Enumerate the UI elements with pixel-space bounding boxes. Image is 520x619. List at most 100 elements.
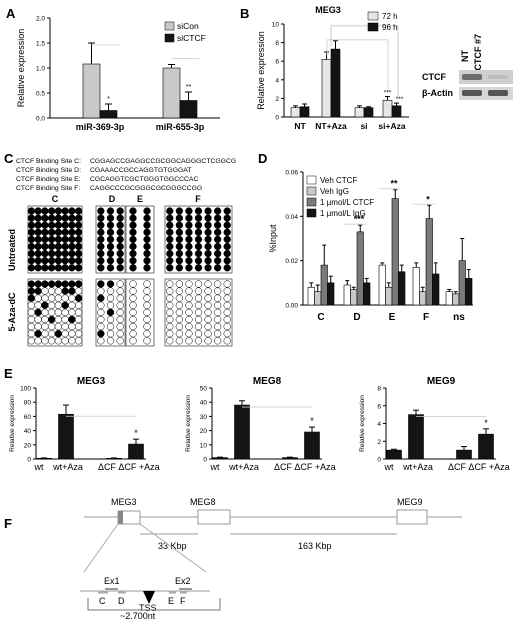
- cpg-methylated: [204, 257, 212, 265]
- cpg-methylated: [223, 235, 231, 244]
- bisulfite-grid: C D E F Untreated 5-Aza-dC: [7, 194, 233, 347]
- cpg-methylated: [194, 214, 203, 222]
- site-e-locus-label: E: [168, 596, 174, 606]
- cpg-methylated: [34, 280, 42, 288]
- cpg-methylated: [106, 228, 115, 236]
- cpg-unmethylated: [54, 294, 63, 302]
- y-tick-label: 10: [200, 442, 208, 449]
- chart-title: MEG8: [253, 376, 282, 387]
- cpg-unmethylated: [61, 330, 69, 338]
- cpg-methylated: [97, 207, 105, 215]
- cpg-unmethylated: [34, 315, 42, 324]
- y-tick-label: 100: [20, 386, 31, 393]
- cpg-methylated: [106, 249, 115, 258]
- cpg-methylated: [54, 330, 63, 338]
- cpg-unmethylated: [194, 337, 203, 345]
- y-tick-label: 6: [275, 59, 279, 66]
- cpg-methylated: [106, 235, 115, 244]
- blot-label-ctcf: CTCF: [422, 72, 446, 82]
- y-tick-label: 0.02: [285, 258, 298, 265]
- cpg-unmethylated: [143, 330, 151, 338]
- cpg-methylated: [61, 249, 69, 258]
- y-tick-label: 40: [24, 428, 32, 435]
- site-f-label: CTCF Binding Site F:: [16, 185, 80, 192]
- cpg-unmethylated: [143, 337, 151, 345]
- cpg-unmethylated: [61, 294, 69, 302]
- lane-label-nt: NT: [460, 50, 470, 62]
- x-tick-label: ΔCF: [448, 462, 467, 472]
- cpg-methylated: [74, 280, 83, 288]
- cpg-unmethylated: [106, 337, 115, 345]
- cpg-methylated: [223, 228, 231, 236]
- cpg-unmethylated: [213, 287, 222, 295]
- cpg-methylated: [61, 301, 69, 309]
- site-c-locus-label: C: [99, 596, 106, 606]
- sig-bracket: [330, 25, 399, 97]
- sig-marker: ***: [354, 214, 365, 224]
- cpg-methylated: [97, 228, 105, 236]
- x-tick-label: ΔCF +Aza: [294, 462, 335, 472]
- x-tick-label: D: [353, 312, 360, 323]
- cpg-unmethylated: [175, 308, 184, 317]
- cpg-methylated: [41, 249, 49, 258]
- cpg-methylated: [61, 235, 69, 244]
- y-tick-label: 60: [24, 414, 32, 421]
- cpg-methylated: [129, 235, 137, 244]
- cpg-unmethylated: [166, 280, 174, 288]
- cpg-unmethylated: [47, 294, 56, 302]
- cpg-methylated: [204, 249, 212, 258]
- sig-marker: ***: [396, 96, 404, 103]
- cpg-methylated: [204, 242, 212, 251]
- bar-Veh CTCF-ns: [445, 291, 453, 306]
- cpg-unmethylated: [213, 294, 222, 302]
- cpg-unmethylated: [41, 308, 49, 317]
- cpg-unmethylated: [129, 337, 137, 345]
- cpg-methylated: [143, 214, 151, 222]
- y-tick-label: 6: [377, 403, 381, 410]
- cpg-methylated: [97, 249, 105, 258]
- cpg-methylated: [97, 242, 105, 251]
- cpg-methylated: [54, 257, 63, 265]
- cpg-methylated: [129, 264, 137, 272]
- bar-1 μmol/L CTCF-C: [320, 264, 328, 306]
- blot-band-actin-si: [488, 90, 508, 96]
- cpg-methylated: [34, 287, 42, 295]
- cpg-methylated: [97, 280, 105, 288]
- x-tick-label: wt+Aza: [402, 462, 433, 472]
- panel-label-f: F: [4, 516, 12, 531]
- cpg-methylated: [97, 264, 105, 272]
- blot-band-ctcf-nt: [462, 74, 482, 80]
- cpg-unmethylated: [213, 330, 222, 338]
- col-label-c: C: [52, 194, 59, 204]
- bar-72 h-si: [354, 107, 365, 118]
- cpg-unmethylated: [204, 287, 212, 295]
- cpg-methylated: [194, 228, 203, 236]
- sig-bracket: [326, 39, 389, 93]
- cpg-unmethylated: [213, 315, 222, 324]
- cpg-methylated: [166, 264, 174, 272]
- zoom-line-right: [139, 523, 207, 573]
- y-tick-label: 0: [377, 457, 381, 464]
- cpg-unmethylated: [175, 294, 184, 302]
- cpg-methylated: [34, 257, 42, 265]
- cpg-methylated: [143, 228, 151, 236]
- cpg-methylated: [74, 235, 83, 244]
- cpg-unmethylated: [61, 337, 69, 345]
- cpg-methylated: [61, 214, 69, 222]
- cpg-unmethylated: [74, 337, 83, 345]
- cpg-methylated: [68, 264, 76, 272]
- meg9-label: MEG9: [397, 497, 423, 507]
- cpg-methylated: [47, 221, 56, 229]
- cpg-methylated: [47, 214, 56, 222]
- bar-1 μmol/L IgG-D: [363, 282, 371, 306]
- bar-1 μmol/L IgG-F: [432, 273, 440, 306]
- cpg-methylated: [143, 221, 151, 229]
- cpg-methylated: [143, 242, 151, 251]
- cpg-unmethylated: [97, 301, 105, 309]
- cpg-methylated: [143, 264, 151, 272]
- cpg-methylated: [54, 242, 63, 251]
- cpg-methylated: [175, 235, 184, 244]
- cpg-methylated: [185, 235, 193, 244]
- cpg-unmethylated: [27, 330, 36, 338]
- cpg-methylated: [27, 294, 36, 302]
